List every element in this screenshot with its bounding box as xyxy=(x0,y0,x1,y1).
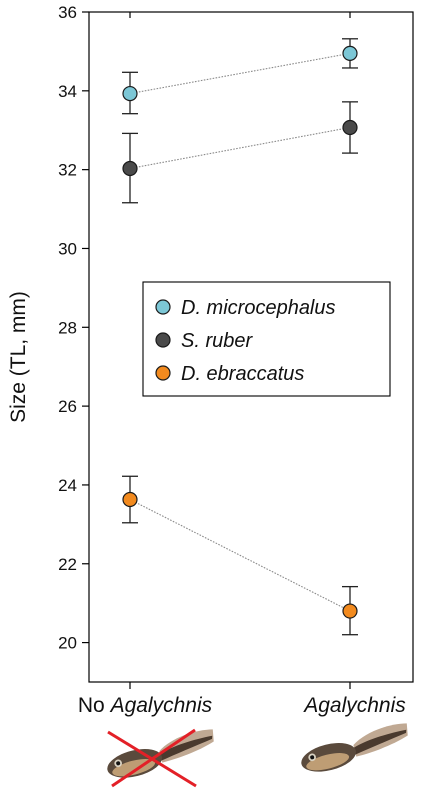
tadpole-crossed-out-icon xyxy=(107,729,214,778)
data-point xyxy=(122,160,138,177)
y-tick-label: 24 xyxy=(58,476,77,495)
legend-entry-label: D. microcephalus xyxy=(181,297,336,319)
series-line xyxy=(129,52,351,95)
y-axis-label: Size (TL, mm) xyxy=(7,291,30,423)
x-tick-label: No Agalychnis xyxy=(78,694,213,717)
data-point xyxy=(342,119,358,136)
data-point xyxy=(122,491,138,508)
legend-box xyxy=(142,281,391,397)
data-point xyxy=(342,603,358,619)
y-tick-label: 34 xyxy=(58,82,77,101)
data-points xyxy=(122,45,358,619)
series-line xyxy=(129,499,351,612)
y-tick-label: 26 xyxy=(58,397,77,416)
legend-marker xyxy=(155,365,171,381)
x-tick-labels: No Agalychnis Agalychnis xyxy=(78,694,406,717)
y-tick-label: 32 xyxy=(58,161,77,180)
y-tick-label: 36 xyxy=(58,3,77,22)
legend-entry-label: D. ebraccatus xyxy=(181,363,304,385)
y-tick-label: 20 xyxy=(58,634,77,653)
cross-out-stroke xyxy=(111,728,196,788)
y-tick-label: 28 xyxy=(58,318,77,337)
axes: 20 22 24 26 28 30 32 34 36 xyxy=(58,3,414,689)
y-tick-label: 22 xyxy=(58,555,77,574)
x-tick-label: Agalychnis xyxy=(302,694,406,717)
data-point xyxy=(122,85,138,102)
data-point xyxy=(342,45,358,61)
legend-entry-label: S. ruber xyxy=(181,330,253,352)
legend-marker xyxy=(155,299,171,315)
series-line xyxy=(129,126,351,170)
legend: D. microcephalus S. ruber D. ebraccatus xyxy=(142,281,391,397)
y-tick-label: 30 xyxy=(58,239,77,258)
y-axis-label-group: Size (TL, mm) xyxy=(7,291,30,423)
series-lines xyxy=(129,52,351,612)
tadpole-icon xyxy=(301,723,408,772)
tadpole-illustrations xyxy=(107,723,408,788)
plot-frame xyxy=(88,11,414,683)
legend-marker xyxy=(155,332,171,348)
